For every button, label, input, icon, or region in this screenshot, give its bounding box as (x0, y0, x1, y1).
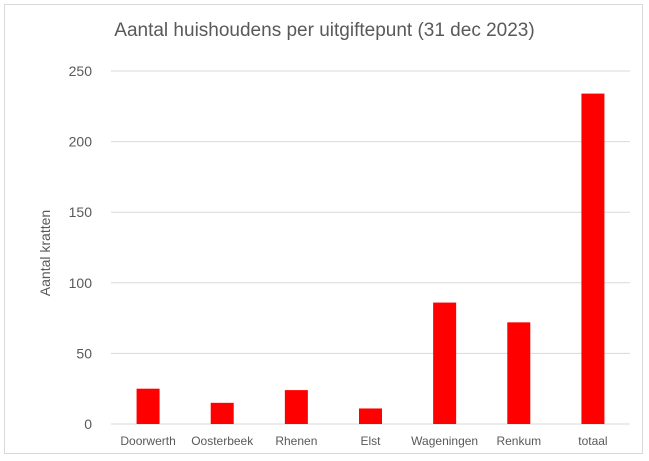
x-tick-label-elst: Elst (360, 434, 381, 448)
chart-frame (4, 4, 643, 454)
x-tick-labels: Doorwerth Oosterbeek Rhenen Elst Wageningen R… (120, 434, 607, 448)
x-tick-label-doorwerth: Doorwerth (120, 434, 175, 448)
y-tick-label: 50 (76, 345, 92, 361)
y-tick-labels: 0 50 100 150 200 250 (69, 63, 93, 432)
x-tick-label-oosterbeek: Oosterbeek (191, 434, 254, 448)
y-tick-label: 150 (69, 204, 93, 220)
bar-doorwerth (136, 388, 160, 424)
y-tick-label: 250 (69, 63, 93, 79)
bar-rhenen (284, 390, 308, 424)
x-tick-label-renkum: Renkum (496, 434, 541, 448)
y-tick-label: 0 (84, 416, 92, 432)
bar-elst (359, 408, 382, 424)
bar-renkum (507, 322, 531, 424)
gridlines (111, 70, 630, 425)
bar-wageningen (433, 302, 457, 424)
bars (136, 93, 605, 424)
x-tick-label-wageningen: Wageningen (411, 434, 478, 448)
y-tick-label: 100 (69, 275, 93, 291)
x-tick-label-rhenen: Rhenen (275, 434, 317, 448)
bar-oosterbeek (210, 402, 234, 424)
chart-title: Aantal huishoudens per uitgiftepunt (31 … (114, 20, 535, 41)
bar-totaal (581, 93, 605, 424)
y-tick-label: 200 (69, 134, 93, 150)
x-tick-label-totaal: totaal (578, 434, 607, 448)
y-axis-title: Aantal kratten (37, 210, 53, 296)
